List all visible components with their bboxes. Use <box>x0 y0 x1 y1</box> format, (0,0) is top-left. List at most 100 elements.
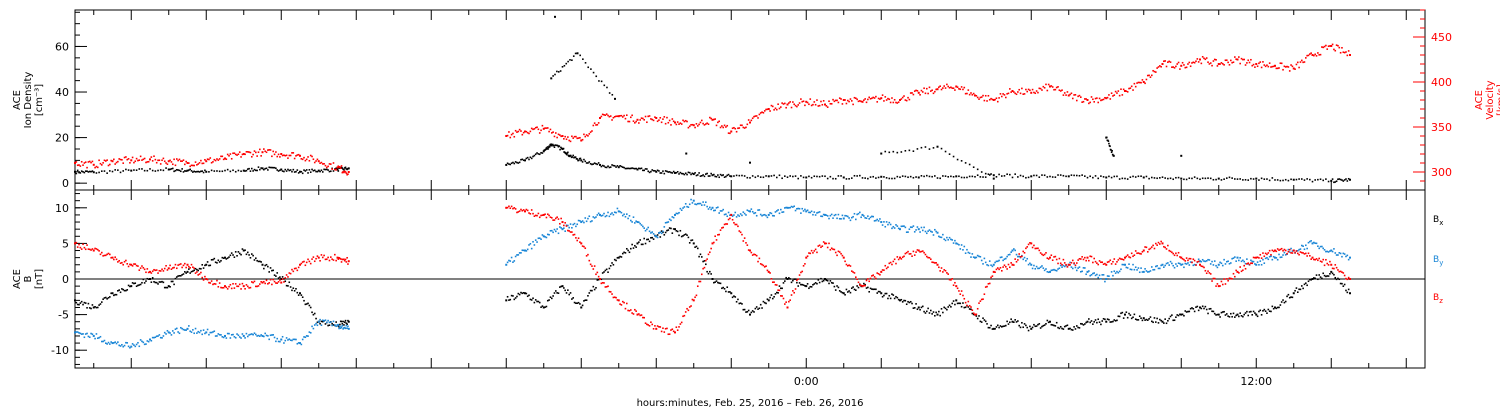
density-series-point <box>1019 174 1022 177</box>
series-by-point <box>690 198 692 201</box>
series-bx-point <box>1120 312 1122 315</box>
density-series-point <box>280 168 283 171</box>
series-bz-point <box>593 265 596 267</box>
velocity-series-point <box>936 88 939 91</box>
series-bx-point <box>1201 305 1204 308</box>
series-by-point <box>988 260 991 262</box>
series-bx-point <box>225 258 228 260</box>
series-bx-point <box>579 303 581 305</box>
velocity-tick-label: 350 <box>1431 121 1452 134</box>
velocity-series-point <box>654 116 656 118</box>
series-bz-point <box>1225 278 1228 280</box>
series-bz-point <box>1112 260 1114 263</box>
series-bx-point <box>947 306 950 308</box>
velocity-series-point <box>899 99 901 101</box>
series-bx-point <box>563 287 565 289</box>
velocity-series-point <box>100 164 103 166</box>
velocity-series-point <box>900 98 903 100</box>
series-by-point <box>608 215 611 218</box>
series-bx-point <box>581 304 584 307</box>
series-bz-point <box>1231 278 1233 280</box>
series-bz-point <box>639 314 641 317</box>
density-series-point <box>546 148 548 150</box>
velocity-series-point <box>178 158 181 161</box>
series-bx-point <box>1230 312 1232 315</box>
density-series-point <box>992 174 995 177</box>
density-series-point <box>1116 175 1118 178</box>
series-bz-point <box>512 207 514 210</box>
velocity-series-point <box>1234 56 1236 58</box>
velocity-series-point <box>729 132 731 135</box>
series-by-point <box>1315 242 1318 245</box>
series-bx-point <box>577 301 580 304</box>
velocity-series-point <box>994 98 996 101</box>
series-bx-point <box>1046 319 1049 322</box>
density-series-point <box>299 170 301 173</box>
velocity-series-point <box>635 120 637 123</box>
density-series-point <box>1244 178 1247 181</box>
series-by-point <box>990 264 992 266</box>
series-bz-point <box>569 231 572 233</box>
density-series-point <box>193 170 195 173</box>
series-bz-point <box>1307 252 1310 255</box>
density-series-point <box>569 59 571 61</box>
velocity-series-point <box>589 131 592 133</box>
series-bx-point <box>1315 274 1318 276</box>
series-bz-point <box>1314 258 1316 261</box>
series-by-point <box>975 256 978 259</box>
velocity-series-point <box>904 99 907 101</box>
density-series-point <box>655 170 658 173</box>
series-bx-point <box>1187 310 1189 313</box>
series-bz-point <box>1341 271 1343 273</box>
series-by-point <box>849 219 852 222</box>
series-by-point <box>919 231 921 233</box>
series-by-point <box>687 206 690 208</box>
series-by-point <box>299 342 301 345</box>
density-series-point <box>952 155 955 158</box>
velocity-series-point <box>550 132 553 134</box>
series-by-point <box>1144 268 1146 270</box>
series-bz-point <box>612 296 615 299</box>
series-bz-point <box>845 263 848 266</box>
velocity-series-point <box>92 163 95 166</box>
series-bz-point <box>1140 253 1142 255</box>
velocity-series-point <box>668 119 671 122</box>
series-bz-point <box>559 222 561 225</box>
density-series-point <box>1041 174 1043 176</box>
density-series-point <box>620 165 623 168</box>
series-bz-point <box>122 263 125 266</box>
series-bx-point <box>1228 316 1231 318</box>
series-by-point <box>123 344 126 347</box>
series-bz-point <box>1179 256 1181 258</box>
series-bz-point <box>1327 264 1330 266</box>
series-by-point <box>897 227 900 230</box>
velocity-series-point <box>1030 91 1033 94</box>
density-series-point <box>644 168 647 170</box>
series-bx-point <box>1325 275 1327 278</box>
density-series-point <box>1038 176 1041 178</box>
density-series-point <box>595 162 597 165</box>
series-by-point <box>229 337 232 339</box>
series-by-point <box>1033 264 1035 267</box>
velocity-series-point <box>958 88 960 90</box>
series-bz-point <box>789 299 791 301</box>
series-bz-point <box>1034 247 1037 250</box>
velocity-series-point <box>998 97 1000 99</box>
density-series-point <box>715 175 718 178</box>
series-bx-point <box>1196 305 1199 308</box>
velocity-series-point <box>1128 87 1130 90</box>
series-bx-point <box>868 290 870 293</box>
series-bz-point <box>1041 253 1043 256</box>
series-bz-point <box>316 255 319 257</box>
series-bx-point <box>1212 310 1215 313</box>
density-tick-label: 60 <box>55 40 69 53</box>
series-bz-point <box>774 283 777 286</box>
velocity-series-point <box>180 160 182 162</box>
density-series-point <box>885 177 888 179</box>
density-series-point <box>255 169 257 172</box>
series-bx-point <box>560 285 562 288</box>
series-bz-point <box>625 302 628 305</box>
series-bz-point <box>738 230 741 232</box>
velocity-series-point <box>1171 66 1173 69</box>
velocity-series-point <box>324 164 327 167</box>
